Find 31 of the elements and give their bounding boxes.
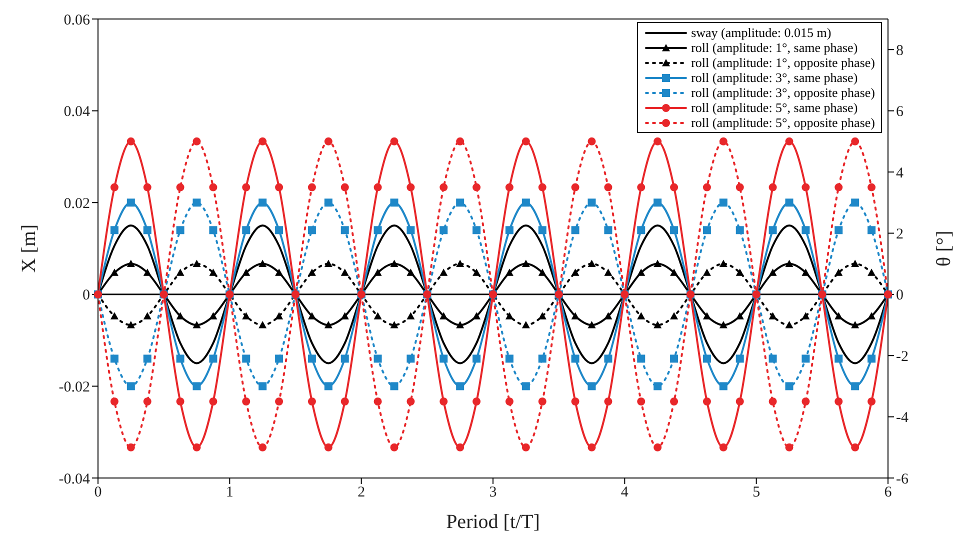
legend-label: roll (amplitude: 1°, opposite phase) xyxy=(691,55,875,70)
y-tick-label: 0.06 xyxy=(64,12,90,28)
y2-tick-label: -4 xyxy=(896,410,909,426)
y2-tick-label: -2 xyxy=(896,348,908,365)
y2-tick-label: 2 xyxy=(896,226,904,243)
y-tick-label: 0 xyxy=(82,288,90,304)
y-axis-title: X [m] xyxy=(18,224,40,273)
y2-axis-title: θ [°] xyxy=(933,230,956,266)
y-tick-label: -0.04 xyxy=(58,471,90,488)
y2-tick-label: 0 xyxy=(896,288,904,304)
legend-label: roll (amplitude: 5°, same phase) xyxy=(691,100,858,115)
x-axis-title: Period [t/T] xyxy=(446,511,540,533)
x-tick-label: 6 xyxy=(884,484,892,501)
legend-label: sway (amplitude: 0.015 m) xyxy=(691,25,832,40)
y-tick-label: -0.02 xyxy=(58,380,90,396)
y2-tick-label: 8 xyxy=(896,42,904,59)
x-tick-label: 4 xyxy=(620,484,629,501)
legend-label: roll (amplitude: 3°, opposite phase) xyxy=(691,85,875,100)
x-tick-label: 0 xyxy=(94,484,102,501)
x-tick-label: 1 xyxy=(226,484,234,501)
y-tick-label: 0.04 xyxy=(64,104,90,120)
x-tick-label: 5 xyxy=(752,484,760,501)
y2-tick-label: 4 xyxy=(896,165,904,182)
x-tick-label: 3 xyxy=(489,484,497,501)
y2-tick-label: 6 xyxy=(896,104,904,120)
legend-label: roll (amplitude: 5°, opposite phase) xyxy=(691,115,875,130)
y2-tick-label: -6 xyxy=(896,471,909,488)
x-tick-label: 2 xyxy=(358,484,366,501)
legend-label: roll (amplitude: 1°, same phase) xyxy=(691,40,858,55)
legend-label: roll (amplitude: 3°, same phase) xyxy=(691,70,858,85)
y-tick-label: 0.02 xyxy=(64,196,90,212)
